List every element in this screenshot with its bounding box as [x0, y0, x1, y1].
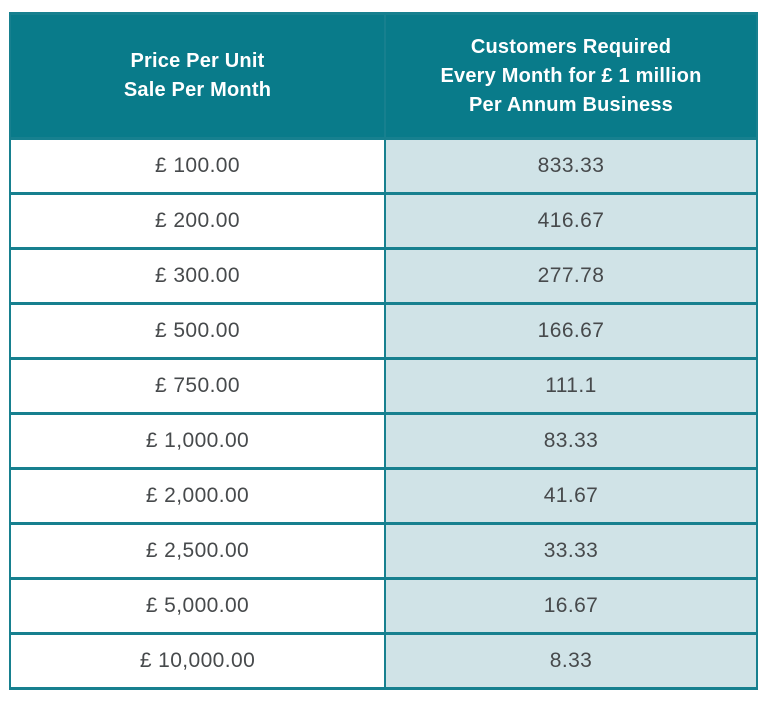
price-cell: £ 750.00	[9, 357, 386, 415]
pricing-table-container: Price Per Unit Sale Per Month Customers …	[9, 12, 759, 690]
customers-cell: 277.78	[383, 247, 759, 305]
table-row: £ 1,000.00 83.33	[9, 412, 759, 470]
pricing-table: Price Per Unit Sale Per Month Customers …	[9, 12, 759, 690]
customers-cell: 416.67	[383, 192, 759, 250]
header-customers-required: Customers Required Every Month for £ 1 m…	[383, 12, 759, 140]
header-price-per-unit: Price Per Unit Sale Per Month	[9, 12, 386, 140]
customers-cell: 8.33	[383, 632, 759, 690]
customers-cell: 833.33	[383, 137, 759, 195]
customers-cell: 16.67	[383, 577, 759, 635]
table-row: £ 200.00 416.67	[9, 192, 759, 250]
customers-cell: 83.33	[383, 412, 759, 470]
table-row: £ 10,000.00 8.33	[9, 632, 759, 690]
price-cell: £ 100.00	[9, 137, 386, 195]
price-cell: £ 2,000.00	[9, 467, 386, 525]
table-row: £ 5,000.00 16.67	[9, 577, 759, 635]
table-body: £ 100.00 833.33 £ 200.00 416.67 £ 300.00…	[9, 137, 759, 690]
customers-cell: 111.1	[383, 357, 759, 415]
table-row: £ 500.00 166.67	[9, 302, 759, 360]
customers-cell: 33.33	[383, 522, 759, 580]
price-cell: £ 1,000.00	[9, 412, 386, 470]
price-cell: £ 10,000.00	[9, 632, 386, 690]
table-row: £ 2,000.00 41.67	[9, 467, 759, 525]
price-cell: £ 500.00	[9, 302, 386, 360]
price-cell: £ 2,500.00	[9, 522, 386, 580]
header-row: Price Per Unit Sale Per Month Customers …	[9, 12, 759, 140]
table-header: Price Per Unit Sale Per Month Customers …	[9, 12, 759, 140]
price-cell: £ 5,000.00	[9, 577, 386, 635]
table-row: £ 100.00 833.33	[9, 137, 759, 195]
price-cell: £ 300.00	[9, 247, 386, 305]
table-row: £ 2,500.00 33.33	[9, 522, 759, 580]
price-cell: £ 200.00	[9, 192, 386, 250]
customers-cell: 166.67	[383, 302, 759, 360]
customers-cell: 41.67	[383, 467, 759, 525]
table-row: £ 750.00 111.1	[9, 357, 759, 415]
table-row: £ 300.00 277.78	[9, 247, 759, 305]
